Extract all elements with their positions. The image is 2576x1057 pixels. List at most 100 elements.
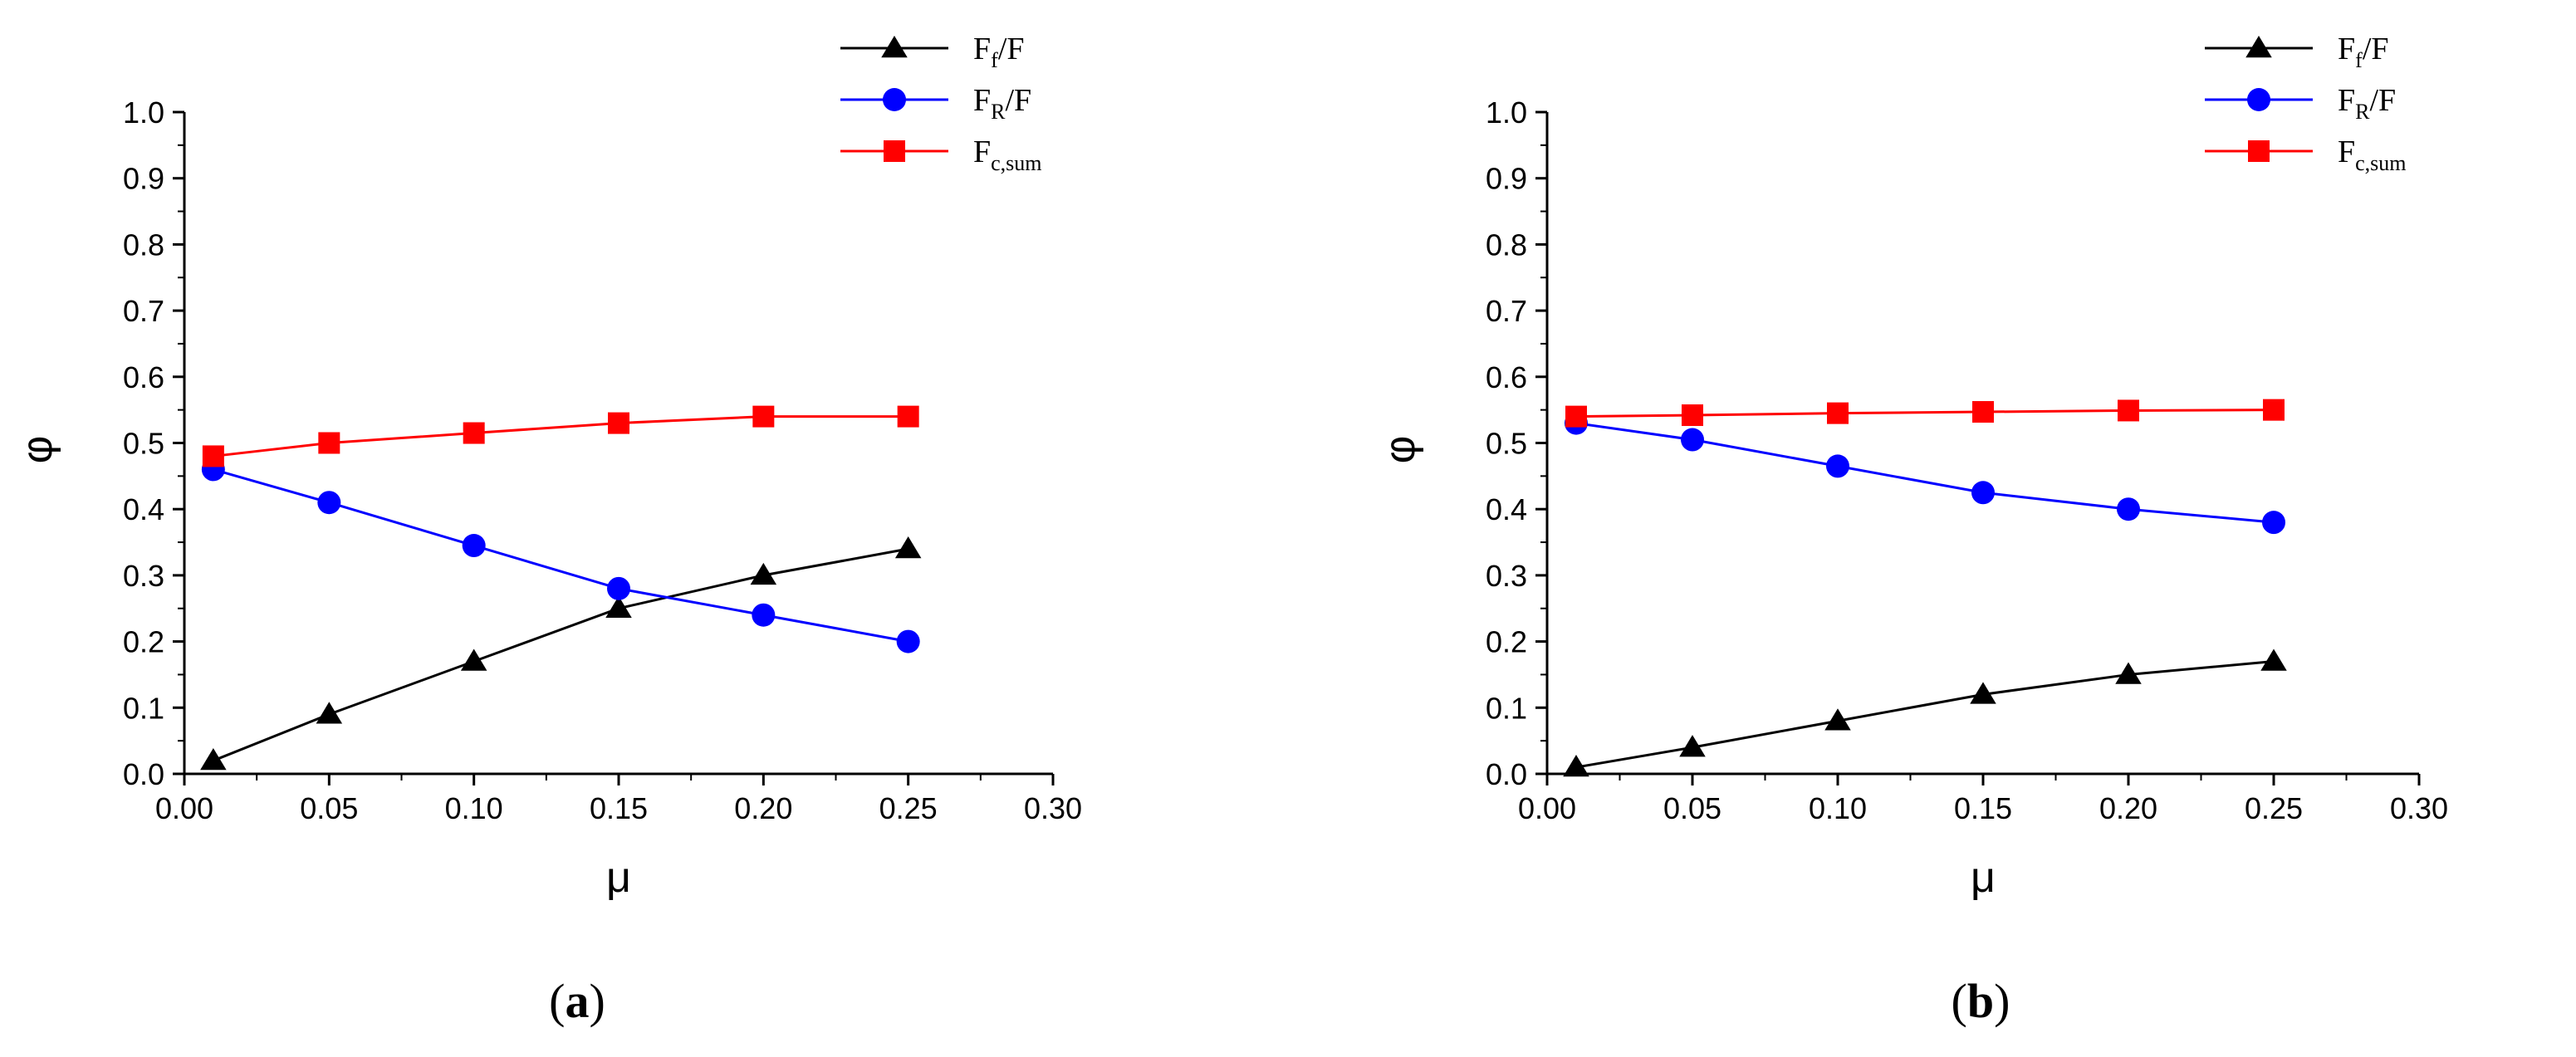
y-tick-label: 0.0 xyxy=(1486,757,1527,791)
legend-label: Fc,sum xyxy=(973,135,1042,175)
legend-label-main: F xyxy=(2338,83,2355,118)
data-point xyxy=(200,748,227,771)
legend-label-sub: R xyxy=(2355,100,2370,124)
series-line xyxy=(1575,409,2275,418)
y-tick-label: 0.3 xyxy=(123,559,164,593)
data-point xyxy=(1971,481,1995,505)
x-tick-label: 0.10 xyxy=(445,791,503,825)
y-tick-label: 0.1 xyxy=(123,691,164,725)
x-tick-label: 0.30 xyxy=(1024,791,1082,825)
series-line xyxy=(213,547,908,762)
series-line xyxy=(1575,422,2275,524)
panel-label-close: ) xyxy=(590,974,605,1028)
x-tick-label: 0.25 xyxy=(879,791,938,825)
y-tick-label: 0.4 xyxy=(1486,492,1527,526)
series-triangle xyxy=(1563,648,2287,777)
data-point xyxy=(605,595,632,618)
y-axis-title: φ xyxy=(13,436,61,464)
legend-marker xyxy=(884,140,905,162)
data-point xyxy=(752,405,775,428)
y-tick-label: 0.2 xyxy=(1486,625,1527,659)
legend: Ff/F FR/F Fc,sum xyxy=(840,32,1042,175)
data-point xyxy=(1824,708,1851,731)
panel-label-close: ) xyxy=(1994,974,2010,1028)
y-tick-label: 1.0 xyxy=(1486,95,1527,130)
legend-label-main: F xyxy=(2338,32,2355,66)
y-tick-label: 0.3 xyxy=(1486,559,1527,593)
x-axis-title: μ xyxy=(1971,854,1996,902)
data-point xyxy=(1682,404,1703,427)
y-tick-label: 0.0 xyxy=(123,757,164,791)
data-point xyxy=(2117,497,2140,521)
legend-marker xyxy=(2247,88,2270,111)
legend: Ff/FFR/FFc,sum xyxy=(2205,32,2407,175)
y-tick-label: 0.5 xyxy=(123,427,164,461)
x-tick-label: 0.15 xyxy=(1954,791,2012,825)
y-tick-label: 0.9 xyxy=(123,162,164,196)
data-point xyxy=(1679,735,1706,757)
series-circle xyxy=(1565,411,2285,535)
data-point xyxy=(894,536,922,559)
x-tick-label: 0.00 xyxy=(155,791,213,825)
legend-marker xyxy=(883,88,906,111)
x-tick-label: 0.10 xyxy=(1809,791,1867,825)
data-point xyxy=(1827,402,1849,424)
x-tick-label: 0.20 xyxy=(734,791,792,825)
data-point xyxy=(1970,682,1996,704)
data-point xyxy=(2263,399,2285,421)
legend-label-tail: /F xyxy=(2369,83,2396,118)
legend-label: FR/F xyxy=(2338,83,2396,124)
data-point xyxy=(896,629,920,653)
legend-label-sub: f xyxy=(2355,48,2363,72)
data-point xyxy=(462,534,486,558)
data-point xyxy=(2262,511,2285,535)
y-tick-label: 0.6 xyxy=(1486,360,1527,394)
y-tick-label: 1.0 xyxy=(123,95,164,130)
y-tick-label: 0.8 xyxy=(1486,228,1527,262)
data-point xyxy=(752,603,776,627)
data-point xyxy=(1826,454,1849,478)
legend-label-main: F xyxy=(973,32,991,66)
series-circle xyxy=(201,458,920,653)
legend-marker xyxy=(881,36,908,58)
legend-marker xyxy=(2245,36,2272,58)
series-line xyxy=(1575,660,2275,769)
y-tick-label: 0.4 xyxy=(123,492,164,526)
panel-label: (a) xyxy=(549,974,605,1028)
y-tick-label: 0.1 xyxy=(1486,691,1527,725)
y-tick-label: 0.8 xyxy=(123,228,164,262)
legend-label-tail: /F xyxy=(998,32,1025,66)
data-point xyxy=(2260,648,2287,671)
legend-label: Ff/F xyxy=(973,32,1025,72)
y-tick-label: 0.7 xyxy=(123,294,164,328)
data-point xyxy=(460,648,487,671)
panel-label-letter: b xyxy=(1967,974,1994,1028)
legend-label-main: F xyxy=(973,135,991,169)
x-tick-label: 0.05 xyxy=(300,791,358,825)
legend-marker xyxy=(2248,140,2270,162)
data-point xyxy=(1565,405,1587,428)
x-tick-label: 0.20 xyxy=(2099,791,2157,825)
legend-label: FR/F xyxy=(973,83,1031,124)
x-tick-label: 0.05 xyxy=(1663,791,1721,825)
data-point xyxy=(316,702,343,724)
series-square xyxy=(1565,399,2285,428)
data-point xyxy=(1681,428,1704,452)
data-point xyxy=(607,576,630,600)
legend-label-tail: /F xyxy=(2363,32,2389,66)
x-axis-title: μ xyxy=(606,854,631,902)
chart-panel-b: 0.00 0.05 0.10 0.15 0.20 0.25 0.30 0.0 0.1 0.2 0.3… xyxy=(1376,32,2448,1028)
x-tick-label: 0.30 xyxy=(2390,791,2448,825)
data-point xyxy=(1972,401,1994,423)
legend-label-main: F xyxy=(973,83,991,118)
panel-label: (b) xyxy=(1952,974,2010,1028)
legend-label-main: F xyxy=(2338,135,2355,169)
data-point xyxy=(318,432,340,454)
x-tick-label: 0.15 xyxy=(590,791,648,825)
y-tick-label: 0.6 xyxy=(123,360,164,394)
panel-label-open: ( xyxy=(1952,974,1967,1028)
data-point xyxy=(463,422,485,444)
series-line xyxy=(213,467,908,643)
legend-label-sub: c,sum xyxy=(2355,151,2406,175)
